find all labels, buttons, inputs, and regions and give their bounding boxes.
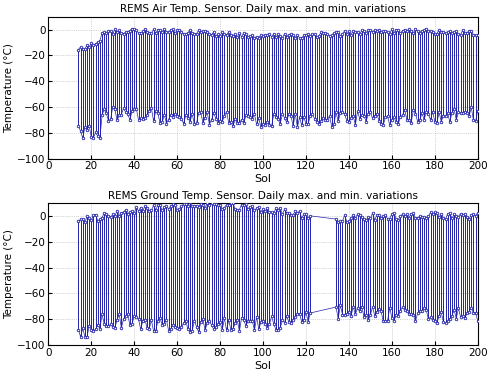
Title: REMS Ground Temp. Sensor. Daily max. and min. variations: REMS Ground Temp. Sensor. Daily max. and… bbox=[108, 191, 418, 201]
Y-axis label: Temperature (°C): Temperature (°C) bbox=[4, 229, 14, 319]
Title: REMS Air Temp. Sensor. Daily max. and min. variations: REMS Air Temp. Sensor. Daily max. and mi… bbox=[120, 4, 406, 15]
X-axis label: Sol: Sol bbox=[254, 174, 272, 184]
X-axis label: Sol: Sol bbox=[254, 360, 272, 370]
Y-axis label: Temperature (°C): Temperature (°C) bbox=[4, 43, 14, 132]
